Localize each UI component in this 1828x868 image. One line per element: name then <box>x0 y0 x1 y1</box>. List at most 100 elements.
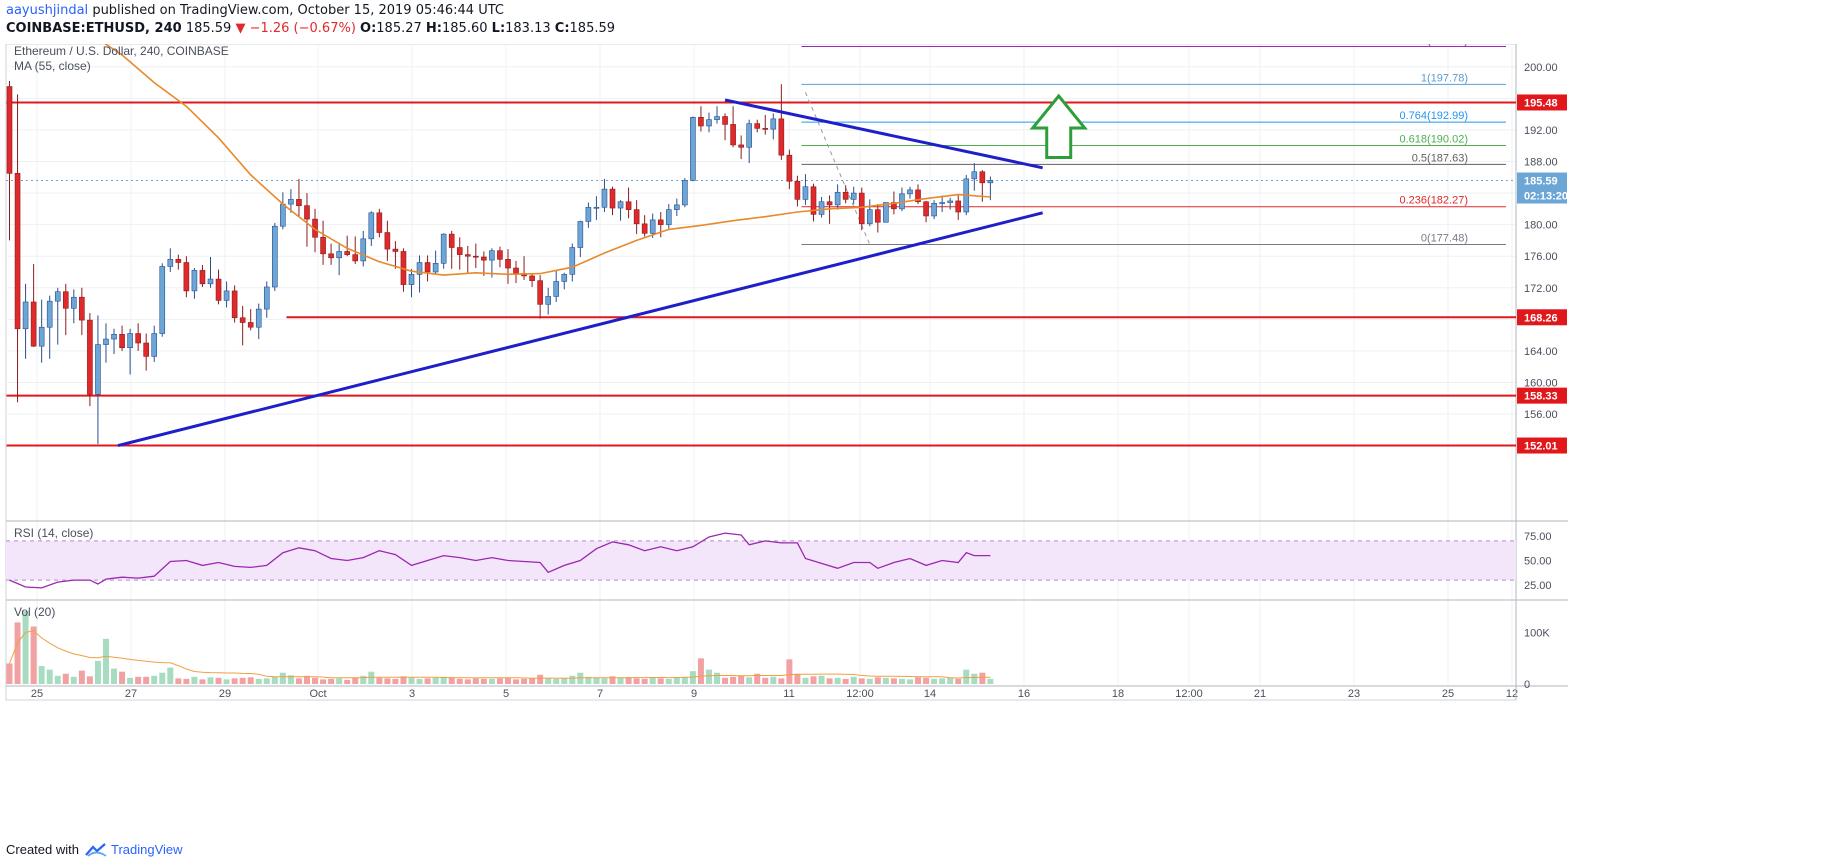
volume-bar <box>569 675 576 684</box>
volume-bar <box>657 678 664 684</box>
time-tick-label: 16 <box>1018 688 1030 700</box>
candle-body <box>336 251 342 259</box>
fib-level-label: 1.236(202.57) <box>1400 44 1469 47</box>
candle-body <box>473 255 479 258</box>
time-tick-label: 27 <box>125 688 137 700</box>
volume-bar <box>826 678 833 684</box>
volume-bar <box>135 676 142 684</box>
candle-body <box>979 171 986 184</box>
volume-bar <box>955 678 962 684</box>
volume-bar <box>641 678 648 684</box>
volume-bar <box>705 669 712 684</box>
candle-body <box>609 188 616 209</box>
volume-bar <box>6 663 13 684</box>
level-price-label: 168.26 <box>1524 312 1558 324</box>
level-price-tag <box>1517 387 1567 404</box>
low-value: 183.13 <box>505 21 551 36</box>
candle-body <box>239 317 246 323</box>
candle-body <box>722 116 728 125</box>
candle-body <box>280 203 286 227</box>
ohlc-line: COINBASE:ETHUSD, 240 185.59 ▼ −1.26 (−0.… <box>6 21 615 36</box>
volume-bar <box>963 669 970 684</box>
price-tick-label: 172.00 <box>1524 283 1558 295</box>
candle-body <box>834 191 841 206</box>
candle-body <box>593 206 600 209</box>
candle-body <box>247 322 254 328</box>
author-link[interactable]: aayushjindal <box>6 3 89 18</box>
fib-level-label: 1(197.78) <box>1421 72 1468 84</box>
volume-label: Vol (20) <box>14 605 55 619</box>
volume-bar <box>14 622 21 684</box>
volume-bar <box>271 676 278 684</box>
tradingview-brand[interactable]: TradingView <box>110 842 183 857</box>
volume-bar <box>287 675 294 684</box>
volume-bar <box>38 666 45 684</box>
volume-bar <box>78 670 85 684</box>
price-tick-label: 164.00 <box>1524 346 1558 358</box>
candle-body <box>127 333 133 349</box>
price-chart[interactable]: 208.00204.00200.00196.00192.00188.00184.… <box>0 44 1828 840</box>
volume-bar <box>263 678 270 684</box>
volume-bar <box>320 679 327 684</box>
ma-indicator-label: MA (55, close) <box>14 59 91 73</box>
candle-body <box>987 180 994 184</box>
volume-bar <box>778 678 785 684</box>
candle-body <box>231 290 238 319</box>
volume-bar <box>183 678 190 684</box>
volume-bar <box>303 675 310 684</box>
candle-body <box>931 203 937 217</box>
rsi-band <box>6 540 1516 581</box>
volume-bar <box>649 677 656 684</box>
candle-body <box>770 118 777 130</box>
rsi-label: RSI (14, close) <box>14 526 93 540</box>
volume-bar <box>979 672 986 684</box>
candle-body <box>947 200 953 203</box>
volume-bar <box>46 669 53 684</box>
volume-bar <box>617 677 624 684</box>
candle-body <box>657 219 664 225</box>
candle-body <box>95 344 101 395</box>
time-tick-label: 9 <box>691 688 697 700</box>
time-tick-label: 25 <box>1442 688 1454 700</box>
candle-body <box>553 281 560 297</box>
rsi-tick-label: 25.00 <box>1524 580 1552 592</box>
volume-bar <box>480 678 487 684</box>
candle-body <box>778 118 785 156</box>
volume-bar <box>915 677 922 684</box>
candle-body <box>577 221 584 248</box>
high-label: H: <box>425 21 443 36</box>
candle-body <box>746 123 752 148</box>
trendline-rising-support <box>117 211 1044 448</box>
candle-body <box>682 180 688 206</box>
volume-bar <box>199 679 206 684</box>
volume-bar <box>295 678 302 684</box>
volume-bar <box>312 677 319 684</box>
volume-bar <box>513 679 520 684</box>
candle-body <box>497 250 503 260</box>
volume-bar <box>810 676 817 684</box>
volume-bar <box>191 676 198 684</box>
candle-body <box>62 291 69 309</box>
candle-body <box>649 219 656 234</box>
price-tick-label: 200.00 <box>1524 62 1558 74</box>
candle-body <box>641 223 648 234</box>
candle-body <box>183 262 190 292</box>
publish-line: aayushjindal published on TradingView.co… <box>6 3 504 18</box>
volume-bar <box>802 677 809 684</box>
candle-body <box>505 259 511 269</box>
volume-bar <box>151 675 158 684</box>
volume-bar <box>448 677 455 684</box>
candle-body <box>915 189 921 203</box>
volume-bar <box>400 676 407 684</box>
volume-bar <box>392 678 399 684</box>
volume-bar <box>496 678 503 684</box>
tradingview-logo-icon <box>85 842 107 857</box>
candle-body <box>103 338 109 345</box>
candle-body <box>858 192 865 225</box>
level-price-tag <box>1517 437 1567 454</box>
candle-body <box>111 334 117 340</box>
price-tick-label: 176.00 <box>1524 251 1558 263</box>
created-with-text: Created with <box>6 842 79 857</box>
candle-body <box>79 296 85 321</box>
up-arrow-icon <box>1029 93 1088 160</box>
